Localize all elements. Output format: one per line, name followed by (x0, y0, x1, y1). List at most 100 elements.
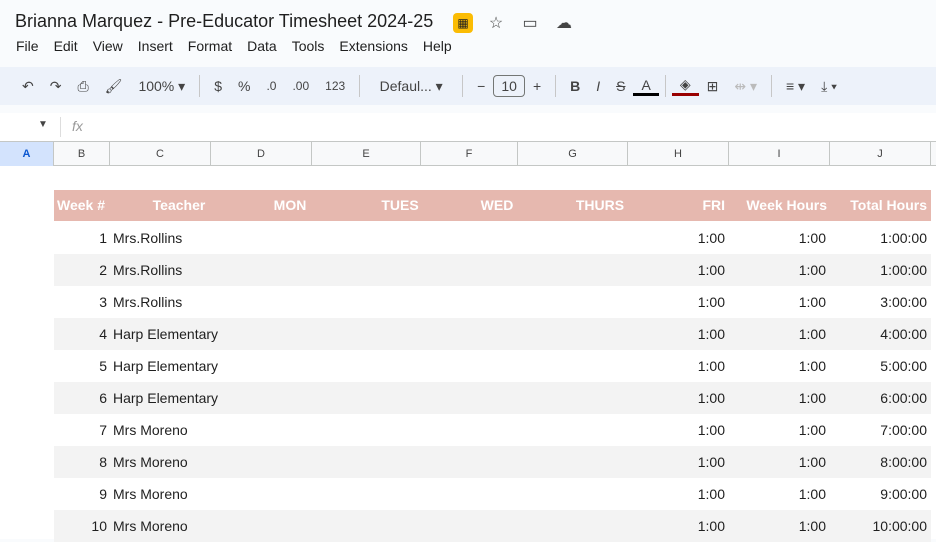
fri-cell[interactable]: 1:00 (697, 358, 725, 374)
week-cell[interactable]: 4 (99, 326, 107, 342)
total-hours-cell[interactable]: 3:00:00 (880, 294, 927, 310)
week-cell[interactable]: 1 (99, 230, 107, 246)
menu-file[interactable]: File (16, 38, 39, 54)
font-size-input[interactable]: 10 (493, 75, 525, 97)
merge-cells-icon[interactable]: ⇹ ▾ (734, 77, 757, 94)
fri-cell[interactable]: 1:00 (697, 390, 725, 406)
teacher-cell[interactable]: Mrs Moreno (113, 422, 188, 438)
borders-icon[interactable]: ⊞ (706, 77, 719, 94)
week-hours-cell[interactable]: 1:00 (798, 230, 826, 246)
week-cell[interactable]: 6 (99, 390, 107, 406)
menu-edit[interactable]: Edit (53, 38, 78, 54)
total-hours-cell[interactable]: 1:00:00 (880, 262, 927, 278)
header-week[interactable]: Week # (57, 197, 105, 213)
font-select[interactable]: Defaul... ▾ (379, 77, 443, 94)
menu-extensions[interactable]: Extensions (339, 38, 408, 54)
week-cell[interactable]: 10 (91, 518, 107, 534)
teacher-cell[interactable]: Harp Elementary (113, 390, 219, 406)
header-wed[interactable]: WED (480, 197, 514, 213)
name-box-dropdown-icon[interactable]: ▼ (38, 119, 48, 130)
week-hours-cell[interactable]: 1:00 (798, 326, 826, 342)
teacher-cell[interactable]: Mrs Moreno (113, 454, 188, 470)
sheet-grid[interactable]: Week # Teacher MON TUES WED THURS FRI We… (0, 166, 936, 542)
italic-button[interactable]: I (596, 78, 601, 94)
week-cell[interactable]: 8 (99, 454, 107, 470)
column-header-f[interactable]: F (421, 142, 518, 166)
currency-button[interactable]: $ (214, 78, 222, 94)
print-icon[interactable]: ⎙ (77, 77, 89, 94)
week-cell[interactable]: 2 (99, 262, 107, 278)
document-title[interactable]: Brianna Marquez - Pre-Educator Timesheet… (15, 11, 434, 31)
menu-help[interactable]: Help (422, 38, 452, 54)
paint-format-icon[interactable]: 🖌 (104, 77, 123, 94)
decrease-decimal-button[interactable]: .0 (266, 79, 277, 93)
week-hours-cell[interactable]: 1:00 (798, 358, 826, 374)
undo-icon[interactable]: ↶ (22, 77, 34, 94)
horizontal-align-icon[interactable]: ≡ ▾ (786, 77, 806, 94)
increase-decimal-button[interactable]: .00 (292, 79, 310, 93)
increase-font-size-icon[interactable]: + (532, 78, 542, 94)
total-hours-cell[interactable]: 10:00:00 (872, 518, 928, 534)
fri-cell[interactable]: 1:00 (697, 262, 725, 278)
week-cell[interactable]: 5 (99, 358, 107, 374)
teacher-cell[interactable]: Mrs.Rollins (113, 262, 183, 278)
header-week-hours[interactable]: Week Hours (746, 197, 827, 213)
fri-cell[interactable]: 1:00 (697, 454, 725, 470)
column-header-g[interactable]: G (518, 142, 628, 166)
text-color-button[interactable]: A (633, 77, 659, 96)
vertical-align-icon[interactable]: ⤓ ▾ (821, 77, 838, 94)
teacher-cell[interactable]: Mrs.Rollins (113, 230, 183, 246)
week-hours-cell[interactable]: 1:00 (798, 518, 826, 534)
header-thurs[interactable]: THURS (575, 197, 625, 213)
teacher-cell[interactable]: Mrs.Rollins (113, 294, 183, 310)
column-header-h[interactable]: H (628, 142, 729, 166)
fri-cell[interactable]: 1:00 (697, 486, 725, 502)
column-header-b[interactable]: B (54, 142, 110, 166)
number-format-button[interactable]: 123 (325, 79, 346, 93)
percent-button[interactable]: % (237, 78, 251, 94)
move-folder-icon[interactable]: ▭ (522, 15, 538, 32)
zoom-select[interactable]: 100% ▾ (138, 77, 186, 94)
fri-cell[interactable]: 1:00 (697, 518, 725, 534)
fill-color-icon[interactable]: ◈ (671, 76, 699, 96)
bold-button[interactable]: B (570, 78, 581, 94)
column-header-j[interactable]: J (830, 142, 931, 166)
total-hours-cell[interactable]: 4:00:00 (880, 326, 927, 342)
total-hours-cell[interactable]: 1:00:00 (880, 230, 927, 246)
week-hours-cell[interactable]: 1:00 (798, 486, 826, 502)
week-hours-cell[interactable]: 1:00 (798, 262, 826, 278)
menu-insert[interactable]: Insert (137, 38, 173, 54)
week-cell[interactable]: 3 (99, 294, 107, 310)
menu-data[interactable]: Data (247, 38, 277, 54)
week-hours-cell[interactable]: 1:00 (798, 454, 826, 470)
header-total-hours[interactable]: Total Hours (850, 197, 927, 213)
total-hours-cell[interactable]: 7:00:00 (880, 422, 927, 438)
week-hours-cell[interactable]: 1:00 (798, 390, 826, 406)
sheet-badge-icon[interactable]: ▦ (453, 13, 473, 33)
total-hours-cell[interactable]: 6:00:00 (880, 390, 927, 406)
strikethrough-icon[interactable]: S (616, 78, 626, 94)
column-header-a[interactable]: A (0, 142, 54, 166)
fri-cell[interactable]: 1:00 (697, 422, 725, 438)
column-header-i[interactable]: I (729, 142, 830, 166)
menu-tools[interactable]: Tools (291, 38, 325, 54)
teacher-cell[interactable]: Harp Elementary (113, 358, 219, 374)
star-icon[interactable]: ☆ (488, 15, 504, 32)
fri-cell[interactable]: 1:00 (697, 326, 725, 342)
header-tues[interactable]: TUES (381, 197, 419, 213)
teacher-cell[interactable]: Mrs Moreno (113, 486, 188, 502)
fri-cell[interactable]: 1:00 (697, 230, 725, 246)
week-hours-cell[interactable]: 1:00 (798, 294, 826, 310)
teacher-cell[interactable]: Harp Elementary (113, 326, 219, 342)
header-teacher[interactable]: Teacher (152, 197, 206, 213)
column-header-e[interactable]: E (312, 142, 421, 166)
redo-icon[interactable]: ↷ (49, 77, 62, 94)
menu-format[interactable]: Format (187, 38, 233, 54)
menu-view[interactable]: View (92, 38, 123, 54)
column-header-d[interactable]: D (211, 142, 312, 166)
teacher-cell[interactable]: Mrs Moreno (113, 518, 188, 534)
fri-cell[interactable]: 1:00 (697, 294, 725, 310)
total-hours-cell[interactable]: 9:00:00 (880, 486, 927, 502)
week-hours-cell[interactable]: 1:00 (798, 422, 826, 438)
column-header-c[interactable]: C (110, 142, 211, 166)
